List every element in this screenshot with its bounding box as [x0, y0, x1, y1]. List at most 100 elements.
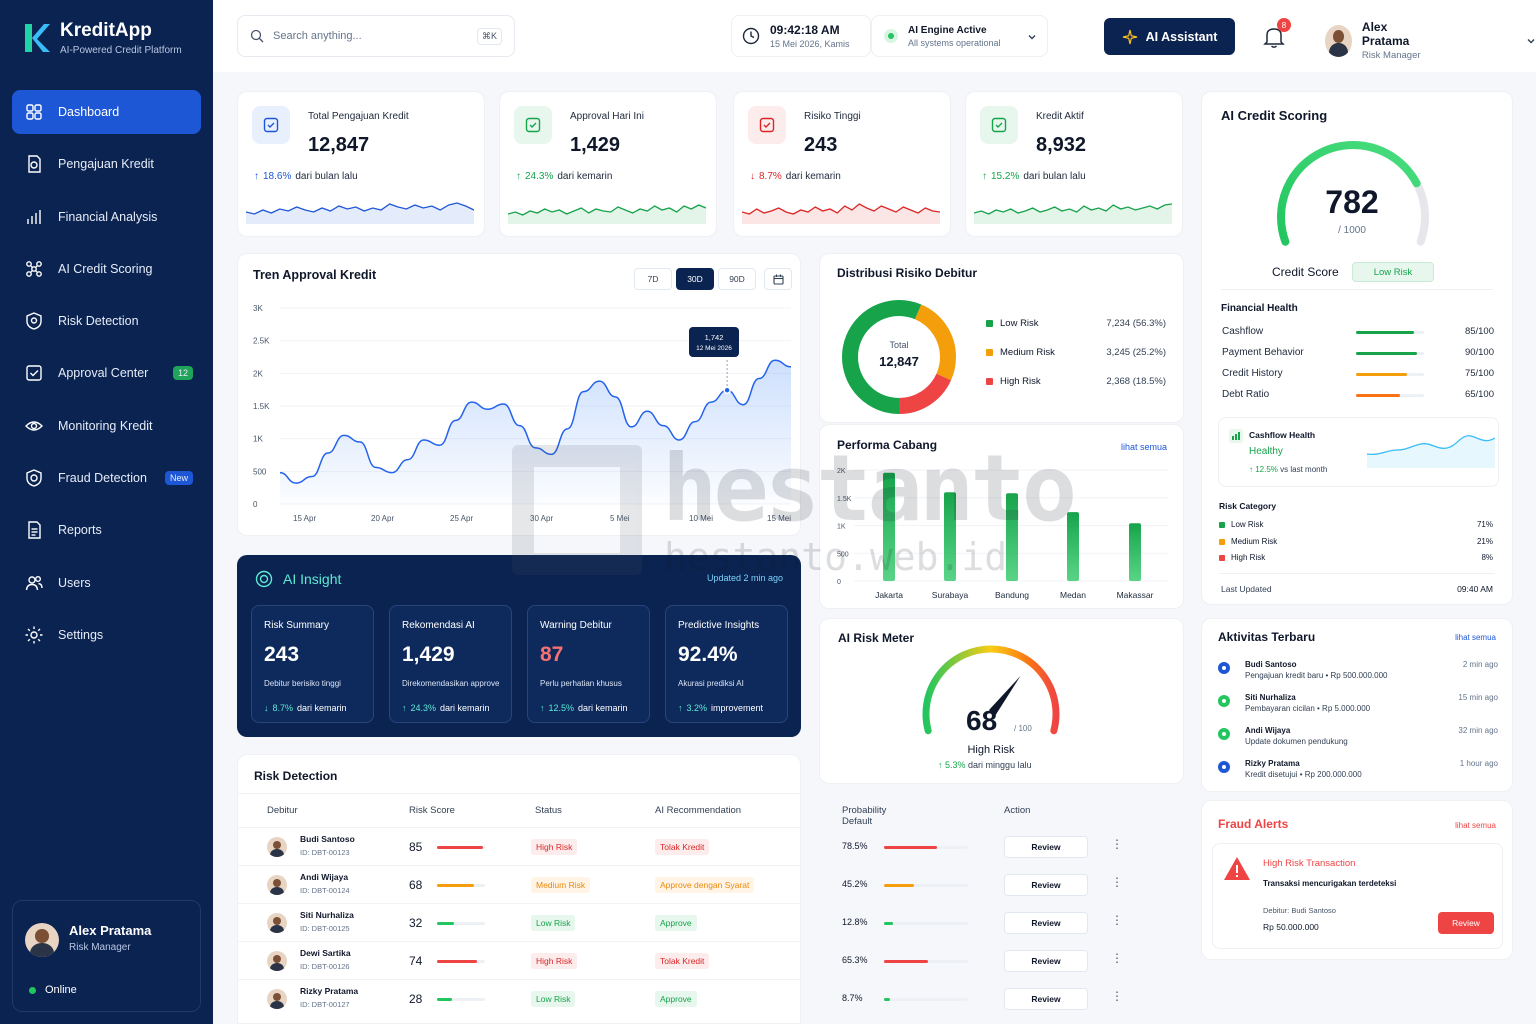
stat-label: Risiko Tinggi	[804, 111, 861, 122]
insight-box[interactable]: Rekomendasi AI 1,429 Direkomendasikan appr…	[389, 605, 512, 723]
fraud-review-button[interactable]: Review	[1438, 912, 1494, 934]
user-role: Risk Manager	[1361, 50, 1421, 61]
metric-value: 65/100	[1464, 389, 1494, 400]
x-tick-label: 10 Mei	[689, 514, 713, 523]
sidebar-item-label: Approval Center	[58, 366, 149, 381]
fraud-alert-desc: Transaksi mencurigakan terdeteksi	[1263, 879, 1397, 888]
sidebar-nav: Dashboard Pengajuan Kredit Financial Analy…	[12, 90, 201, 665]
search-shortcut: ⌘K	[476, 27, 502, 45]
cabang-card: Performa Cabang lihat semua 0 500 1K 1.5K 2K…	[819, 424, 1184, 609]
review-button[interactable]: Review	[1004, 874, 1088, 896]
activity-item[interactable]: Rizky Pratama Kredit disetujui • Rp 200.0…	[1218, 759, 1498, 785]
sidebar-item-reports[interactable]: Reports	[12, 508, 201, 552]
review-button[interactable]: Review	[1004, 836, 1088, 858]
column-header[interactable]: Risk Score	[409, 805, 455, 816]
insight-box-sub: Debitur berisiko tinggi	[264, 679, 341, 688]
activity-item[interactable]: Siti Nurhaliza Pembayaran cicilan • Rp 5.…	[1218, 693, 1498, 719]
legend-swatch	[986, 349, 993, 356]
stat-card[interactable]: Risiko Tinggi 243 ↓ 8.7% dari kemarin	[733, 91, 951, 237]
column-header[interactable]: Status	[535, 805, 562, 816]
chevron-down-icon[interactable]	[1526, 35, 1536, 47]
probability-default: 12.8%	[842, 917, 868, 927]
review-button[interactable]: Review	[1004, 912, 1088, 934]
sidebar-badge: New	[164, 471, 193, 486]
cabang-see-all-link[interactable]: lihat semua	[1120, 442, 1167, 452]
risk-score-bar	[437, 884, 485, 887]
sidebar-item-label: Financial Analysis	[58, 209, 158, 224]
ai-engine-status[interactable]: AI Engine Active All systems operational	[871, 15, 1048, 57]
avatar	[25, 923, 59, 957]
sidebar-item-monitoring-kredit[interactable]: Monitoring Kredit	[12, 404, 201, 448]
stat-sparkline	[974, 203, 1172, 224]
sidebar-item-fraud-detection[interactable]: Fraud Detection New	[12, 456, 201, 500]
sparkline-fill	[508, 205, 706, 224]
risk-score-bar	[437, 922, 485, 925]
more-options-icon[interactable]: ⋮	[1111, 913, 1123, 927]
range-30d[interactable]: 30D	[676, 268, 714, 290]
insight-box[interactable]: Predictive Insights 92.4% Akurasi prediksi…	[665, 605, 788, 723]
range-90d[interactable]: 90D	[718, 268, 756, 290]
tooltip-point	[723, 386, 731, 394]
sidebar-item-dashboard[interactable]: Dashboard	[12, 90, 201, 134]
document-icon	[24, 154, 44, 174]
approve-doc-icon	[514, 106, 552, 144]
risk-score: 85	[409, 840, 423, 854]
stat-change: ↑ 24.3% dari kemarin	[516, 171, 612, 182]
y-tick-label: 2K	[837, 468, 846, 475]
divider	[1221, 289, 1493, 290]
review-button[interactable]: Review	[1004, 988, 1088, 1010]
user-menu[interactable]: Alex Pratama Risk Manager	[1325, 20, 1536, 61]
more-options-icon[interactable]: ⋮	[1111, 875, 1123, 889]
sidebar-item-settings[interactable]: Settings	[12, 613, 201, 657]
category-swatch	[1219, 538, 1225, 545]
more-options-icon[interactable]: ⋮	[1111, 837, 1123, 851]
table-row[interactable]: Andi Wijaya ID: DBT-00124 68 Medium Risk App…	[238, 865, 1123, 903]
chevron-down-icon[interactable]	[1027, 32, 1037, 42]
activity-see-all-link[interactable]: lihat semua	[1455, 633, 1496, 642]
probability-bar	[884, 884, 968, 887]
meter-title: AI Risk Meter	[838, 631, 915, 645]
notification-button[interactable]: 8	[1261, 18, 1291, 52]
calendar-icon[interactable]	[764, 268, 792, 290]
brand[interactable]: KreditApp AI-Powered Credit Platform	[22, 20, 182, 56]
sidebar-item-financial-analysis[interactable]: Financial Analysis	[12, 195, 201, 239]
activity-item[interactable]: Budi Santoso Pengajuan kredit baru • Rp 5…	[1218, 660, 1498, 686]
sidebar-item-pengajuan-kredit[interactable]: Pengajuan Kredit	[12, 142, 201, 186]
sidebar-item-approval-center[interactable]: Approval Center 12	[12, 351, 201, 395]
meter-max: / 100	[1014, 724, 1032, 733]
more-options-icon[interactable]: ⋮	[1111, 989, 1123, 1003]
ai-assistant-button[interactable]: AI Assistant	[1104, 18, 1235, 55]
y-tick-label: 500	[837, 551, 849, 558]
ai-network-icon	[24, 259, 44, 279]
activity-status-icon	[1218, 728, 1230, 740]
range-7d[interactable]: 7D	[634, 268, 672, 290]
status-dot-icon	[884, 29, 898, 43]
more-options-icon[interactable]: ⋮	[1111, 951, 1123, 965]
table-row[interactable]: Rizky Pratama ID: DBT-00127 28 Low Risk Appr…	[238, 979, 1123, 1017]
clock-icon	[742, 27, 760, 45]
legend-label: High Risk	[1000, 376, 1041, 387]
sidebar-item-risk-detection[interactable]: Risk Detection	[12, 299, 201, 343]
search-placeholder[interactable]: Search anything...	[273, 30, 362, 42]
sidebar-item-users[interactable]: Users	[12, 561, 201, 605]
status-badge: Low Risk	[531, 915, 576, 931]
sidebar-profile-card[interactable]: Alex Pratama Risk Manager Online	[12, 900, 201, 1012]
review-button[interactable]: Review	[1004, 950, 1088, 972]
stat-card[interactable]: Kredit Aktif 8,932 ↑ 15.2% dari bulan lalu	[965, 91, 1183, 237]
sidebar-item-ai-credit-scoring[interactable]: AI Credit Scoring	[12, 247, 201, 291]
avatar	[267, 913, 287, 933]
column-header[interactable]: Debitur	[267, 805, 298, 816]
insight-box[interactable]: Warning Debitur 87 Perlu perhatian khusus ↑…	[527, 605, 650, 723]
activity-title: Aktivitas Terbaru	[1218, 630, 1316, 644]
table-row[interactable]: Siti Nurhaliza ID: DBT-00125 32 Low Risk App…	[238, 903, 1123, 941]
insight-box[interactable]: Risk Summary 243 Debitur berisiko tinggi ↓ 8…	[251, 605, 374, 723]
avatar	[267, 951, 287, 971]
stat-card[interactable]: Approval Hari Ini 1,429 ↑ 24.3% dari kemarin	[499, 91, 717, 237]
activity-item[interactable]: Andi Wijaya Update dokumen pendukung 32 mi…	[1218, 726, 1498, 752]
legend-label: Low Risk	[1000, 318, 1039, 329]
table-row[interactable]: Dewi Sartika ID: DBT-00126 74 High Risk Tola…	[238, 941, 1123, 979]
table-row[interactable]: Budi Santoso ID: DBT-00123 85 High Risk Tola…	[238, 827, 1123, 865]
fraud-see-all-link[interactable]: lihat semua	[1455, 821, 1496, 830]
stat-card[interactable]: Total Pengajuan Kredit 12,847 ↑ 18.6% dari b…	[237, 91, 485, 237]
search-bar[interactable]: Search anything... ⌘K	[237, 15, 515, 57]
